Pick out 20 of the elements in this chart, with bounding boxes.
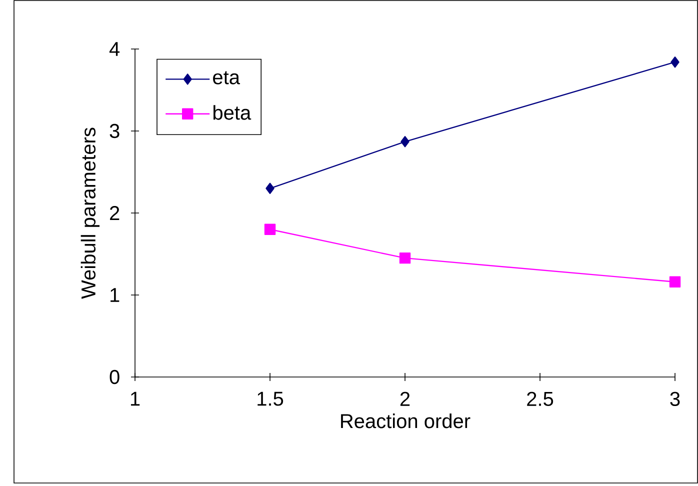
x-axis-title: Reaction order (341, 414, 470, 428)
y-tick-label: 0 (110, 370, 120, 384)
x-tick-label: 2 (400, 392, 410, 406)
point (670, 56, 680, 68)
point (264, 224, 276, 235)
x-tick-label: 2.5 (527, 392, 554, 406)
point (669, 276, 681, 288)
x-tick-label: 1 (130, 392, 140, 406)
point (266, 182, 274, 194)
x-tick-label: 1.5 (258, 392, 284, 406)
y-tick-label: 1 (110, 288, 120, 302)
legend-label: eta (213, 71, 240, 84)
point (399, 252, 411, 264)
y-tick-label: 3 (110, 124, 120, 138)
x-tick-label: 3 (670, 392, 680, 406)
y-tick-label: 2 (110, 206, 120, 220)
y-tick-label: 4 (109, 42, 120, 56)
legend-label: beta (213, 105, 252, 120)
point (400, 136, 410, 148)
y-axis-title: Weibull parameters (80, 128, 100, 299)
